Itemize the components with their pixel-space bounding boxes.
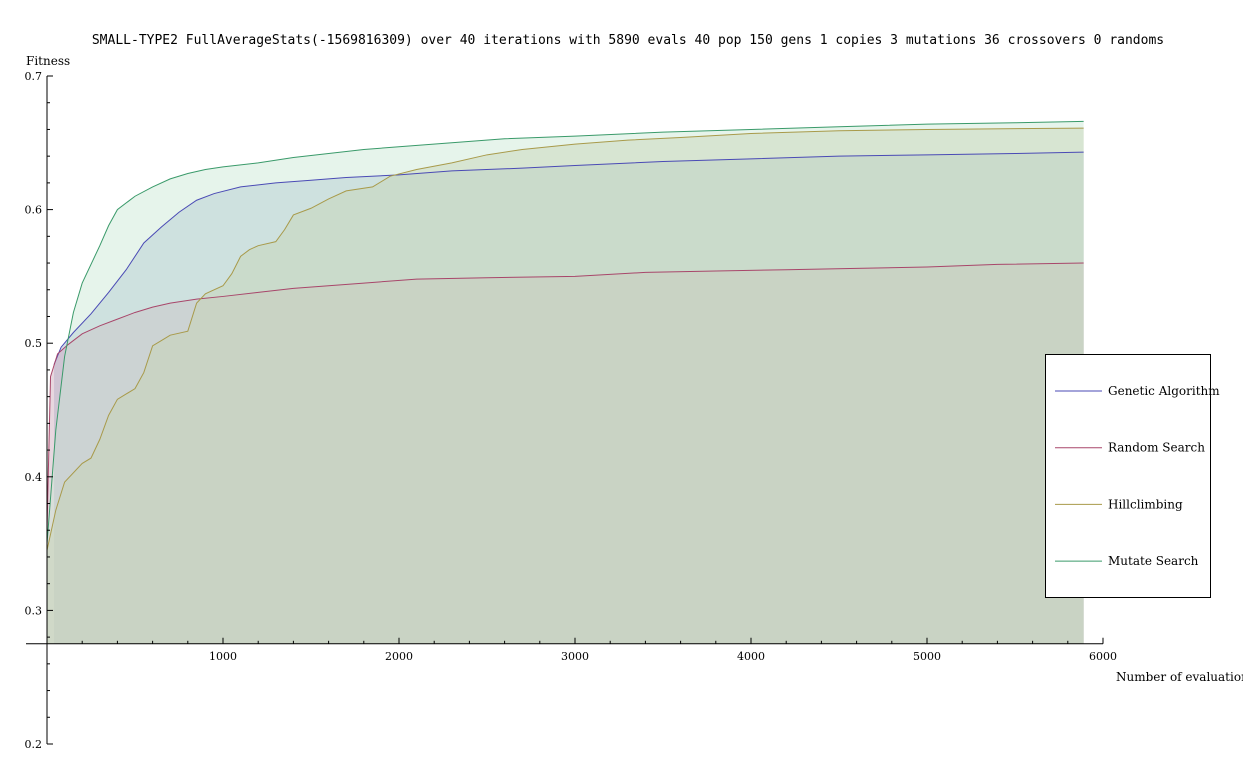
x-ticks: 1000 2000 3000 4000 5000 6000 [81, 637, 1117, 663]
legend-label-random-search: Random Search [1108, 441, 1205, 455]
x-tick-label: 3000 [561, 650, 589, 663]
y-tick-label: 0.7 [25, 70, 43, 83]
series-line-random-search [46, 262, 1084, 531]
series-lines [46, 120, 1084, 551]
legend-label-hillclimbing: Hillclimbing [1108, 497, 1183, 511]
chart-title: SMALL-TYPE2 FullAverageStats(-1569816309… [92, 33, 1164, 48]
y-tick-label: 0.3 [25, 604, 43, 617]
legend-items: Genetic Algorithm Random Search Hillclimbi… [1055, 384, 1220, 568]
series-line-mutate-search [46, 120, 1084, 544]
legend-box [1045, 354, 1211, 598]
x-tick-label: 4000 [737, 650, 765, 663]
series-area-hillclimbing [47, 128, 1084, 644]
y-tick-label: 0.6 [25, 204, 43, 217]
y-ticks: 0.2 0.3 0.4 0.5 0.6 0.7 [25, 70, 53, 751]
y-tick-label: 0.2 [25, 738, 43, 751]
axes: 1000 2000 3000 4000 5000 6000 0.2 0.3 0.4 0.5 0.6… [25, 54, 1243, 751]
series-line-genetic-algorithm [53, 151, 1084, 365]
legend: Genetic Algorithm Random Search Hillclimbi… [1045, 354, 1220, 598]
legend-label-mutate-search: Mutate Search [1108, 554, 1199, 568]
y-tick-label: 0.5 [25, 337, 43, 350]
series-area-random-search [47, 263, 1084, 644]
series-area-mutate-search [47, 121, 1084, 644]
series-area-genetic-algorithm [54, 152, 1084, 644]
x-tick-label: 6000 [1089, 650, 1117, 663]
x-tick-label: 2000 [385, 650, 413, 663]
legend-label-genetic-algorithm: Genetic Algorithm [1108, 384, 1220, 398]
x-tick-label: 1000 [209, 650, 237, 663]
x-tick-label: 5000 [913, 650, 941, 663]
series-line-hillclimbing [46, 127, 1084, 551]
y-tick-label: 0.4 [25, 471, 43, 484]
x-axis-label: Number of evaluations [1116, 670, 1243, 684]
y-axis-label: Fitness [26, 54, 70, 68]
series-areas [47, 121, 1084, 644]
